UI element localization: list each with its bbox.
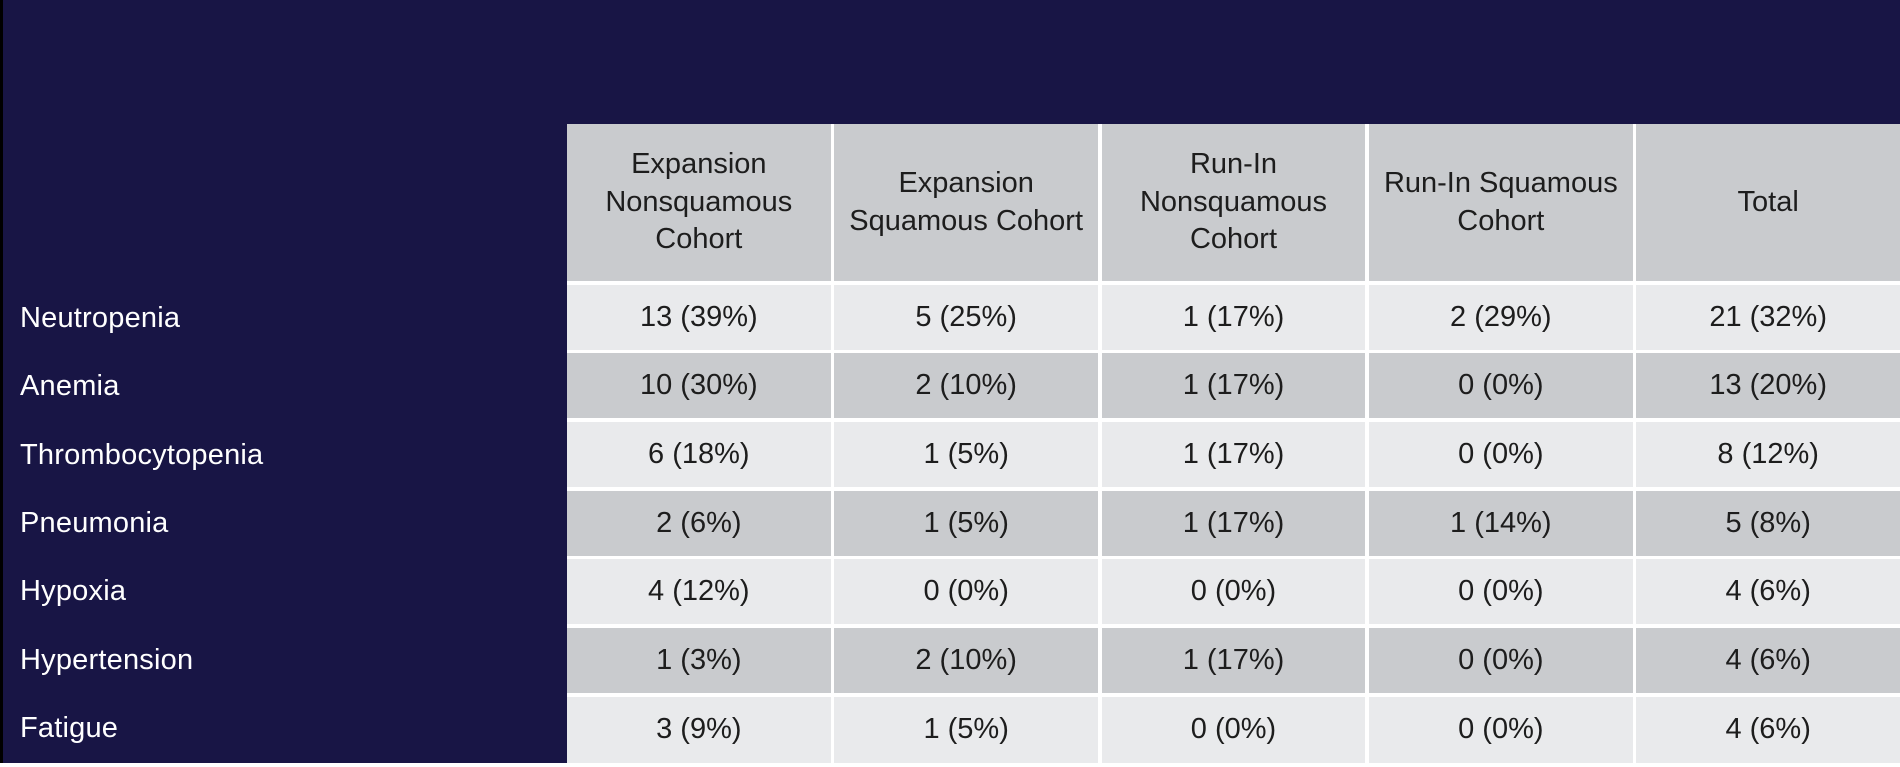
row-label: Thrombocytopenia: [20, 438, 264, 471]
table-cell: 4 (6%): [1636, 628, 1900, 694]
left-edge-line: [0, 0, 3, 763]
column-header: Run-In Nonsquamous Cohort: [1101, 124, 1366, 281]
table-cell: 0 (0%): [1101, 559, 1366, 625]
table-cell: 1 (3%): [567, 628, 831, 694]
table-cell: 1 (17%): [1101, 422, 1366, 488]
table-cell: 0 (0%): [1369, 696, 1633, 763]
table-cell: 8 (12%): [1636, 422, 1900, 488]
table-cell: 4 (6%): [1636, 559, 1900, 625]
column-header: Total: [1636, 124, 1900, 281]
row-label: Neutropenia: [20, 301, 181, 334]
column-header: Expansion Squamous Cohort: [834, 124, 1098, 281]
table-cell: 1 (5%): [834, 422, 1098, 488]
table-cell: 10 (30%): [567, 353, 831, 419]
table-cell: 13 (39%): [567, 284, 831, 350]
table-cell: 1 (17%): [1101, 490, 1366, 556]
table-cell: 0 (0%): [1369, 559, 1633, 625]
table-cell: 0 (0%): [834, 559, 1098, 625]
table-cell: 2 (10%): [834, 353, 1098, 419]
table-cell: 13 (20%): [1636, 353, 1900, 419]
table-cell: 0 (0%): [1369, 628, 1633, 694]
table-cell: 1 (5%): [834, 696, 1098, 763]
table-cell: 2 (29%): [1369, 284, 1633, 350]
row-label: Pneumonia: [20, 506, 169, 539]
table-cell: 2 (10%): [834, 628, 1098, 694]
column-header: Expansion Nonsquamous Cohort: [567, 124, 831, 281]
table-cell: 6 (18%): [567, 422, 831, 488]
row-label: Hypoxia: [20, 575, 127, 608]
table-cell: 5 (25%): [834, 284, 1098, 350]
table-cell: 3 (9%): [567, 696, 831, 763]
table-cell: 0 (0%): [1101, 696, 1366, 763]
table-cell: 1 (17%): [1101, 353, 1366, 419]
row-label: Hypertension: [20, 643, 194, 676]
table-cell: 0 (0%): [1369, 353, 1633, 419]
table-cell: 1 (14%): [1369, 490, 1633, 556]
row-label: Anemia: [20, 370, 120, 403]
table-cell: 0 (0%): [1369, 422, 1633, 488]
table-cell: 1 (17%): [1101, 628, 1366, 694]
adverse-events-table: Expansion Nonsquamous Cohort Expansion S…: [567, 124, 1900, 763]
table-cell: 21 (32%): [1636, 284, 1900, 350]
row-label: Fatigue: [20, 712, 119, 745]
column-header: Run-In Squamous Cohort: [1369, 124, 1633, 281]
row-labels-column: Neutropenia Anemia Thrombocytopenia Pneu…: [0, 284, 560, 763]
table-cell: 4 (6%): [1636, 696, 1900, 763]
table-cell: 1 (17%): [1101, 284, 1366, 350]
table-cell: 5 (8%): [1636, 490, 1900, 556]
table-cell: 1 (5%): [834, 490, 1098, 556]
table-cell: 2 (6%): [567, 490, 831, 556]
table-cell: 4 (12%): [567, 559, 831, 625]
